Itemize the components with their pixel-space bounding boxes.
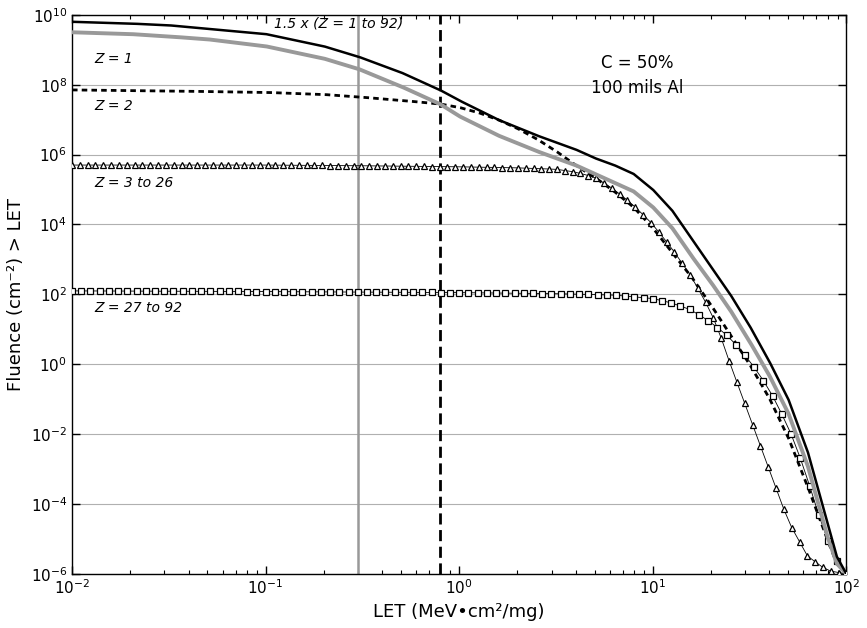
Text: Z = 3 to 26: Z = 3 to 26: [94, 176, 173, 190]
Text: C = 50%
100 mils Al: C = 50% 100 mils Al: [591, 54, 683, 97]
X-axis label: LET (MeV•cm²/mg): LET (MeV•cm²/mg): [374, 603, 545, 621]
Text: 1.5 x (Z = 1 to 92): 1.5 x (Z = 1 to 92): [274, 17, 403, 31]
Text: Z = 2: Z = 2: [94, 99, 133, 113]
Text: Z = 27 to 92: Z = 27 to 92: [94, 301, 182, 315]
Text: Z = 1: Z = 1: [94, 52, 133, 66]
Y-axis label: Fluence (cm⁻²) > LET: Fluence (cm⁻²) > LET: [7, 198, 25, 391]
